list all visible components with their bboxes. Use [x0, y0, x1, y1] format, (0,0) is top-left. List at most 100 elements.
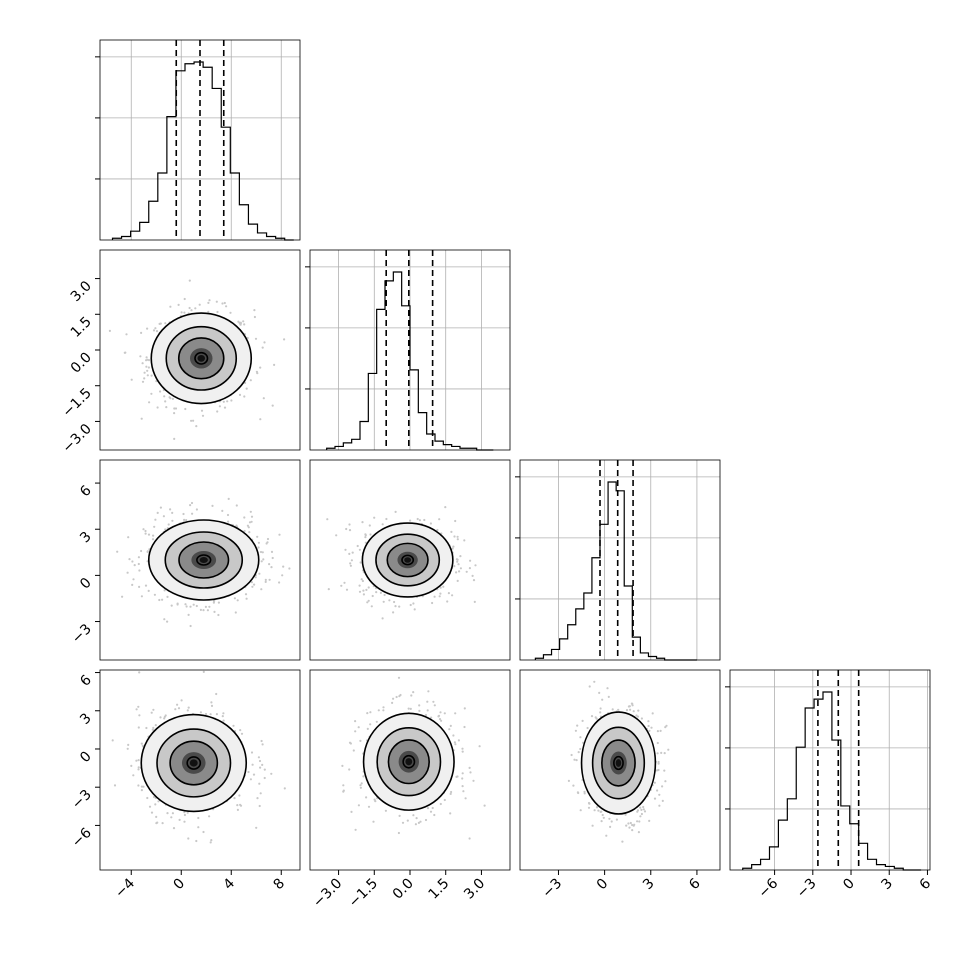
- sample-point: [350, 810, 353, 814]
- sample-point: [358, 548, 361, 551]
- sample-point: [647, 720, 650, 723]
- sample-point: [209, 841, 212, 844]
- sample-point: [230, 399, 233, 402]
- sample-point: [245, 597, 248, 600]
- sample-point: [143, 371, 146, 374]
- sample-point: [419, 820, 422, 823]
- panel-frame: [309, 459, 511, 661]
- sample-point: [133, 564, 136, 567]
- sample-point: [413, 608, 416, 611]
- x-tick-label: 6: [917, 875, 935, 893]
- sample-point: [359, 739, 362, 743]
- sample-point: [153, 525, 156, 528]
- sample-point: [282, 565, 285, 568]
- sample-point: [184, 603, 187, 606]
- sample-point: [446, 600, 449, 603]
- sample-point: [326, 518, 329, 521]
- sample-point: [157, 800, 160, 803]
- sample-point: [138, 585, 141, 589]
- sample-point: [158, 598, 161, 602]
- panel-frame: [99, 39, 301, 241]
- sample-point: [159, 716, 162, 719]
- sample-point: [221, 715, 224, 718]
- sample-point: [416, 517, 419, 521]
- sample-point: [137, 705, 140, 708]
- sample-point: [472, 579, 476, 582]
- sample-point: [150, 374, 153, 377]
- sample-point: [263, 768, 266, 771]
- sample-point: [439, 592, 442, 595]
- sample-point: [131, 583, 134, 587]
- sample-point: [463, 725, 466, 729]
- sample-point: [154, 327, 157, 330]
- sample-point: [145, 726, 148, 730]
- sample-point: [257, 756, 260, 759]
- sample-point: [164, 528, 167, 531]
- sample-point: [250, 581, 253, 584]
- sample-point: [221, 509, 224, 512]
- sample-point: [249, 379, 252, 382]
- sample-point: [264, 578, 267, 582]
- sample-point: [348, 523, 351, 526]
- sample-point: [648, 819, 651, 823]
- sample-point: [247, 526, 250, 529]
- sample-point: [382, 600, 385, 603]
- sample-point: [372, 820, 375, 823]
- sample-point: [588, 685, 591, 688]
- sample-point: [658, 804, 661, 807]
- sample-point: [601, 698, 604, 701]
- sample-point: [360, 578, 363, 581]
- sample-point: [215, 300, 218, 303]
- sample-point: [163, 589, 166, 592]
- sample-point: [180, 311, 183, 314]
- sample-point: [456, 775, 459, 778]
- contour-line: [178, 541, 230, 579]
- sample-point: [397, 831, 400, 835]
- sample-point: [153, 593, 156, 596]
- sample-point: [229, 311, 232, 314]
- sample-point: [366, 727, 369, 731]
- pair-panel-0-2: [99, 459, 301, 661]
- sample-point: [262, 397, 265, 400]
- sample-point: [392, 697, 395, 700]
- sample-point: [453, 565, 456, 568]
- sample-point: [579, 747, 582, 751]
- contour-line: [386, 542, 429, 578]
- sample-point: [364, 533, 367, 536]
- sample-point: [393, 600, 396, 604]
- sample-point: [137, 726, 140, 729]
- sample-point: [463, 707, 466, 710]
- sample-point: [186, 811, 189, 814]
- y-tick-label: −3.0: [59, 421, 94, 456]
- sample-point: [187, 613, 190, 617]
- sample-point: [261, 763, 264, 767]
- sample-point: [194, 307, 197, 310]
- sample-point: [261, 551, 264, 554]
- sample-point: [210, 704, 214, 708]
- sample-point: [456, 579, 459, 583]
- sample-point: [455, 571, 458, 574]
- sample-point: [412, 691, 415, 694]
- sample-point: [430, 716, 433, 719]
- sample-point: [130, 764, 133, 768]
- sample-point: [628, 826, 631, 829]
- pair-panel-1-3: [309, 669, 511, 871]
- sample-point: [462, 790, 465, 793]
- contour-line: [401, 554, 415, 566]
- sample-point: [189, 504, 192, 507]
- sample-point: [246, 524, 249, 527]
- contour-line: [613, 755, 624, 771]
- sample-point: [227, 520, 230, 523]
- sample-point: [176, 703, 179, 706]
- sample-point: [233, 797, 236, 800]
- sample-point: [345, 527, 348, 531]
- sample-point: [454, 712, 457, 715]
- sample-point: [327, 588, 330, 591]
- sample-point: [243, 395, 246, 398]
- sample-point: [602, 816, 605, 819]
- sample-point: [426, 807, 430, 810]
- sample-point: [366, 601, 369, 604]
- sample-point: [629, 708, 632, 711]
- sample-point: [189, 624, 192, 628]
